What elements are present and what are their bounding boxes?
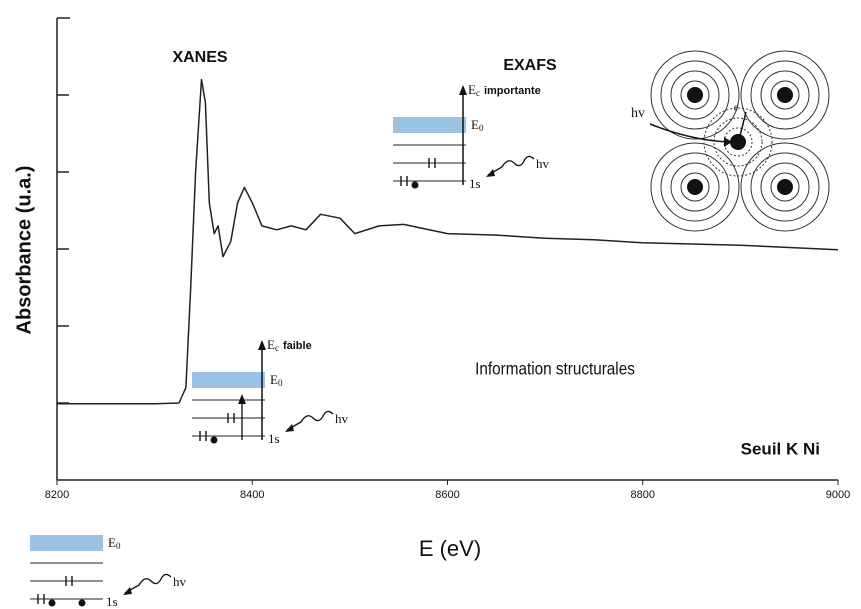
e0-symbol: E — [270, 372, 278, 387]
e0-symbol: E — [108, 535, 116, 550]
photon-label: hv — [536, 156, 550, 171]
e0-subscript: 0 — [278, 378, 283, 388]
arrow-head — [238, 394, 246, 404]
arrow-head — [258, 340, 266, 350]
ec-symbol: E — [468, 82, 476, 97]
photon-label: hv — [173, 574, 187, 589]
atom-lattice — [649, 50, 830, 232]
conduction-band — [30, 535, 103, 551]
energy-diagram: E0 1s hv — [30, 535, 187, 609]
electron-path — [739, 111, 747, 137]
atom — [687, 179, 703, 195]
ec-subscript: c — [275, 343, 279, 353]
photon-path — [649, 123, 729, 143]
arrow-head — [724, 137, 732, 147]
e0-subscript: 0 — [116, 541, 121, 551]
wave-ring — [680, 172, 710, 202]
e0-label: E0 — [270, 372, 283, 388]
wave-ring — [760, 70, 810, 120]
e0-symbol: E — [471, 117, 479, 132]
wave-ring — [770, 80, 800, 110]
wave-ring — [670, 162, 720, 212]
x-tick-label: 8400 — [240, 489, 264, 501]
photon-wave — [124, 573, 172, 594]
e0-label: E0 — [471, 117, 484, 133]
photon-label: hv — [335, 411, 349, 426]
arrow-head — [459, 85, 467, 95]
wave-ring — [670, 70, 720, 120]
ec-text: importante — [484, 85, 541, 97]
atom — [777, 179, 793, 195]
wave-ring — [740, 142, 830, 232]
core-label: 1s — [268, 431, 280, 446]
ec-subscript: c — [476, 88, 480, 98]
e0-subscript: 0 — [479, 123, 484, 133]
wave-ring — [723, 127, 753, 157]
x-tick-label: 8200 — [45, 489, 69, 501]
arrow-head — [285, 424, 294, 432]
core-hole — [411, 181, 419, 189]
wave-ring — [750, 152, 820, 222]
conduction-band — [192, 372, 265, 388]
wave-ring — [750, 60, 820, 130]
y-axis-label: Absorbance (u.a.) — [13, 166, 35, 335]
absorber — [730, 134, 746, 150]
annotation: XANES — [172, 49, 227, 66]
atom — [777, 87, 793, 103]
ec-label: Ec faible — [267, 337, 312, 353]
wave-ring — [660, 152, 730, 222]
wave-ring — [713, 117, 763, 167]
wave-ring — [760, 162, 810, 212]
wave-ring — [703, 107, 773, 177]
x-axis-label: E (eV) — [419, 536, 481, 561]
core-label: 1s — [106, 594, 118, 609]
annotation: EXAFS — [503, 57, 557, 74]
ec-label: Ec importante — [468, 82, 541, 98]
e0-label: E0 — [108, 535, 121, 551]
photon-wave — [487, 155, 535, 176]
wave-ring — [770, 172, 800, 202]
wave-ring — [740, 50, 830, 140]
core-hole — [210, 436, 218, 444]
ec-symbol: E — [267, 337, 275, 352]
conduction-band — [393, 117, 466, 133]
x-tick-label: 8600 — [435, 489, 459, 501]
x-tick-label: 8800 — [631, 489, 655, 501]
wave-ring — [680, 80, 710, 110]
annotation: Seuil K Ni — [741, 439, 820, 458]
data-line — [57, 78, 839, 405]
electron-label: e — [734, 102, 739, 113]
annotation: Information structurales — [475, 359, 635, 379]
photon-wave — [286, 410, 334, 431]
core-hole — [48, 599, 56, 607]
arrow-head — [123, 587, 132, 595]
arrow-head — [486, 169, 495, 177]
photon-label: hv — [631, 106, 645, 121]
core-hole — [78, 599, 86, 607]
wave-ring — [650, 142, 740, 232]
wave-ring — [650, 50, 740, 140]
atom — [687, 87, 703, 103]
x-tick-label: 9000 — [826, 489, 850, 501]
core-label: 1s — [469, 176, 481, 191]
wave-ring — [660, 60, 730, 130]
ec-text: faible — [283, 340, 312, 352]
